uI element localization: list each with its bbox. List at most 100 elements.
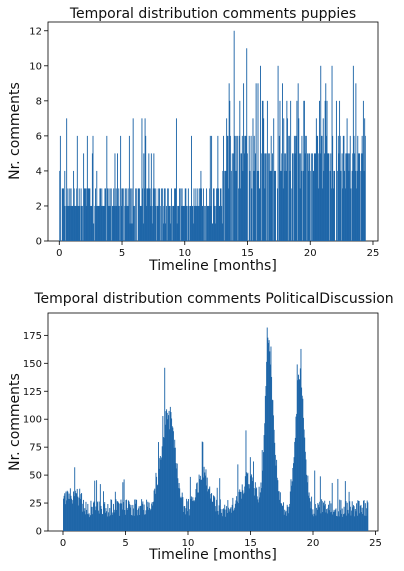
x-axis-label-puppies: Timeline [months] (148, 258, 277, 274)
bar (251, 474, 253, 531)
bar (171, 426, 173, 531)
bar (271, 376, 273, 531)
bar (327, 153, 329, 241)
bar (197, 205, 199, 241)
bar (276, 477, 278, 531)
bar (170, 205, 172, 241)
bar (72, 205, 74, 241)
bar (66, 500, 68, 531)
bar (249, 170, 251, 241)
bar (92, 506, 94, 531)
bar (283, 502, 284, 531)
bar (269, 364, 271, 531)
bar (282, 83, 283, 241)
y-tick-label: 2 (36, 201, 42, 212)
bar (243, 494, 244, 531)
bar (231, 153, 233, 241)
bar (117, 501, 119, 531)
bar (322, 188, 324, 241)
bar (284, 509, 286, 531)
bar (88, 188, 90, 241)
bar (128, 501, 130, 531)
bar (366, 500, 368, 531)
bar (89, 515, 91, 531)
bar (85, 205, 87, 241)
bar (94, 205, 96, 241)
bar (202, 442, 204, 531)
bar (164, 188, 165, 241)
bar (129, 223, 131, 241)
bar (120, 499, 122, 531)
bar (318, 153, 320, 241)
bar (101, 514, 103, 531)
bar (187, 511, 189, 531)
bar (167, 419, 169, 531)
bar (269, 170, 271, 241)
bar (154, 488, 156, 531)
bar (100, 505, 102, 531)
bar (98, 510, 99, 531)
bar (83, 188, 85, 241)
bar (126, 205, 128, 241)
bar (71, 205, 73, 241)
bar (59, 135, 61, 241)
bar (186, 205, 188, 241)
y-tick-label: 150 (23, 359, 42, 370)
bar (63, 498, 64, 531)
bar (65, 491, 67, 531)
bar (194, 205, 196, 241)
bar (201, 441, 203, 531)
bar (215, 511, 217, 531)
bar (133, 205, 135, 241)
bar (184, 205, 186, 241)
bar (111, 500, 113, 531)
bar (245, 135, 246, 241)
bar (153, 490, 155, 531)
bar (311, 514, 313, 531)
bar (166, 412, 168, 531)
bar (238, 135, 240, 241)
bar (122, 482, 124, 531)
bar (154, 205, 156, 241)
bar (153, 501, 154, 531)
y-ticks-politicaldiscussion: 0 25 50 75 100 125 150 175 (23, 331, 48, 538)
bar (227, 500, 229, 531)
y-tick-label: 6 (36, 131, 42, 142)
bar (139, 505, 141, 531)
bar (314, 153, 316, 241)
bar (192, 497, 194, 531)
bar (243, 492, 245, 531)
bar (261, 450, 263, 531)
bar (228, 188, 229, 241)
bar (98, 205, 100, 241)
bar (328, 153, 330, 241)
bar (220, 188, 222, 241)
bar (198, 492, 199, 531)
bar (240, 491, 242, 531)
bar (74, 205, 76, 241)
bar (128, 205, 130, 241)
bar (102, 513, 104, 531)
bar (94, 480, 96, 531)
bar (363, 500, 365, 531)
bar (281, 505, 283, 531)
bar (340, 170, 342, 241)
bar (190, 499, 192, 531)
bar (246, 473, 248, 531)
bar (278, 135, 280, 241)
bar (131, 515, 133, 531)
bar (219, 205, 221, 241)
bar (361, 135, 363, 241)
bar (107, 188, 109, 241)
bar (66, 205, 68, 241)
bar (329, 512, 331, 531)
bar (93, 223, 95, 241)
bar (366, 508, 368, 531)
bar (277, 480, 279, 531)
bar (234, 507, 236, 531)
bar (191, 205, 193, 241)
bar (219, 478, 221, 531)
bar (297, 83, 299, 241)
bar (64, 504, 66, 531)
bar (74, 467, 76, 531)
